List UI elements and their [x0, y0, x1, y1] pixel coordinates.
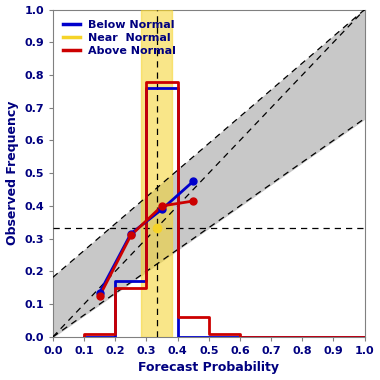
X-axis label: Forecast Probability: Forecast Probability	[138, 361, 279, 374]
Bar	[141, 10, 173, 337]
Y-axis label: Observed Frequency: Observed Frequency	[6, 101, 19, 245]
Legend: Below Normal, Near  Normal, Above Normal: Below Normal, Near Normal, Above Normal	[59, 15, 181, 61]
